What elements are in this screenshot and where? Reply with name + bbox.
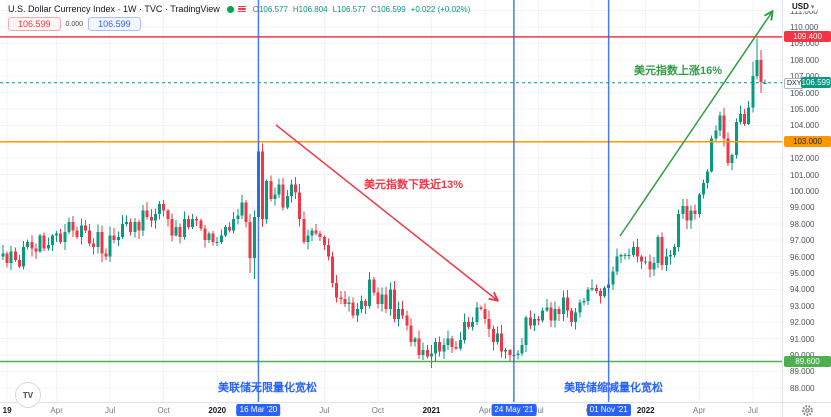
down-trend-arrow[interactable] bbox=[275, 124, 497, 300]
price-tick: 92.000 bbox=[790, 318, 815, 328]
open-value: 106.577 bbox=[258, 4, 288, 14]
change-value: +0.022 (+0.02%) bbox=[410, 4, 471, 14]
price-tick: 94.000 bbox=[790, 285, 815, 295]
price-tick: 93.000 bbox=[790, 301, 815, 311]
price-tick: 110.000 bbox=[790, 23, 819, 32]
time-tick-Jul: Jul bbox=[319, 406, 330, 415]
price-tick: 100.000 bbox=[790, 187, 819, 196]
high-value: 106.804 bbox=[298, 4, 328, 14]
symbol-title[interactable]: U.S. Dollar Currency Index · 1W · TVC · … bbox=[8, 4, 220, 14]
price-tick: 95.000 bbox=[790, 269, 815, 278]
time-tick-Oct: Oct bbox=[157, 406, 170, 415]
time-tick-Jul: Jul bbox=[747, 406, 758, 415]
market-status-dot-icon bbox=[226, 5, 234, 13]
time-tick-Apr: Apr bbox=[50, 406, 63, 415]
chevron-down-icon: ▾ bbox=[810, 3, 815, 11]
time-tick-Oct: Oct bbox=[371, 406, 385, 415]
price-tick: 101.000 bbox=[790, 170, 819, 180]
up-trend-arrow[interactable] bbox=[619, 12, 772, 237]
tradingview-logo-button[interactable]: TV bbox=[15, 382, 41, 408]
close-value: 106.599 bbox=[376, 4, 406, 14]
price-tick: 90.000 bbox=[790, 351, 814, 360]
sell-button[interactable]: 106.599 bbox=[8, 17, 61, 31]
up-move-label[interactable]: 美元指数上涨16% bbox=[634, 65, 723, 77]
price-tick: 109.000 bbox=[790, 39, 819, 49]
drawing-annotations-layer: 美元指数下跌近13% 美元指数上涨16% 美联储无限量化宽松 美联储缩减量化宽松 bbox=[218, 65, 723, 394]
date-badge[interactable]: 24 May '21 bbox=[491, 404, 537, 416]
price-label-109.400: 109.400 bbox=[784, 30, 831, 42]
header-status-icons bbox=[226, 5, 246, 13]
low-label: L bbox=[332, 4, 338, 14]
price-tick: 106.000 bbox=[790, 88, 819, 98]
price-tick: 97.000 bbox=[790, 236, 815, 246]
qe-label[interactable]: 美联储无限量化宽松 bbox=[218, 382, 317, 394]
time-tick-Jul: Jul bbox=[104, 406, 116, 415]
price-label-106.599: 106.599 bbox=[801, 76, 831, 88]
time-tick-Apr: Apr bbox=[478, 406, 492, 415]
low-value: 106.577 bbox=[337, 4, 366, 14]
grid bbox=[0, 0, 782, 402]
price-tick: 89.000 bbox=[790, 367, 815, 377]
price-axis[interactable]: USD ▾ 111.000 110.000 109.000 108.000 107.00… bbox=[782, 0, 831, 402]
price-tick: 108.000 bbox=[790, 55, 819, 65]
time-tick-Jul: Jul bbox=[533, 406, 544, 415]
down-move-label[interactable]: 美元指数下跌近13% bbox=[364, 179, 464, 191]
ohlc-readout: O106.577 H106.804 L106.577 C106.599 +0.0… bbox=[253, 5, 471, 14]
time-tick-19: 19 bbox=[2, 406, 12, 415]
time-tick-2020: 2020 bbox=[208, 406, 227, 415]
price-tick: 91.000 bbox=[790, 334, 815, 344]
date-badge[interactable]: 16 Mar '20 bbox=[236, 404, 281, 416]
price-tick: 105.000 bbox=[790, 105, 819, 114]
chart-header: U.S. Dollar Currency Index · 1W · TVC · … bbox=[8, 4, 470, 14]
price-tick: 111.000 bbox=[790, 6, 818, 16]
price-label-103.000: 103.000 bbox=[784, 135, 831, 147]
buy-button[interactable]: 106.599 bbox=[88, 17, 141, 31]
price-label-89.600: 89.600 bbox=[784, 355, 831, 367]
time-tick-Apr: Apr bbox=[693, 406, 706, 415]
currency-label: USD bbox=[792, 2, 809, 11]
gear-icon[interactable] bbox=[801, 404, 814, 417]
buy-sell-panel: 106.599 0.000 106.599 bbox=[8, 17, 141, 31]
time-axis[interactable]: 19AprJulOct2020JulOct2021AprJulOct2022Ap… bbox=[0, 402, 782, 417]
spread-value: 0.000 bbox=[65, 20, 84, 28]
price-tick: 88.000 bbox=[790, 383, 815, 393]
price-tick: 98.000 bbox=[790, 219, 815, 229]
price-tick: 102.000 bbox=[790, 154, 819, 164]
price-tick: 107.000 bbox=[790, 72, 819, 81]
taper-label[interactable]: 美联储缩减量化宽松 bbox=[564, 382, 663, 394]
high-label: H bbox=[292, 4, 299, 14]
headlines-icon[interactable] bbox=[237, 5, 246, 13]
price-tick: 96.000 bbox=[790, 252, 815, 262]
open-label: O bbox=[252, 4, 259, 14]
time-tick-2021: 2021 bbox=[422, 406, 441, 415]
close-label: C bbox=[370, 4, 377, 14]
axis-settings-corner bbox=[782, 402, 831, 417]
price-tick: 99.000 bbox=[790, 203, 815, 213]
time-tick-2022: 2022 bbox=[636, 406, 655, 415]
currency-selector[interactable]: USD ▾ bbox=[789, 2, 818, 11]
date-badge[interactable]: 01 Nov '21 bbox=[586, 404, 631, 416]
price-tick: 104.000 bbox=[790, 121, 819, 131]
candlestick-series bbox=[1, 38, 767, 369]
chart-pane[interactable] bbox=[0, 0, 782, 402]
